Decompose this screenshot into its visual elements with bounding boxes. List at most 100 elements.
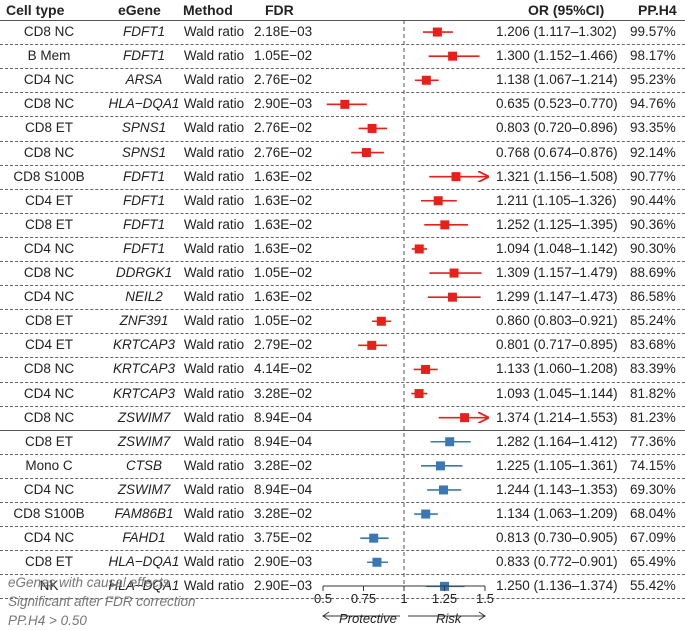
table-row: CD4 NC FAHD1 Wald ratio 3.75E−02 0.813 (0.73… [0,526,685,550]
fdr: 1.63E−02 [254,168,313,184]
table-row: CD8 NC KRTCAP3 Wald ratio 4.14E−02 1.133 (1.… [0,357,685,381]
pp-h4: 85.24% [630,313,676,329]
fdr: 1.05E−02 [254,265,313,280]
or-ci: 1.093 (1.045–1.144) [496,385,618,401]
footnote-line-1: eGenes with causal effects [8,575,170,590]
row-separator [0,285,685,286]
fdr: 2.76E−02 [254,144,313,160]
table-row: CD8 NC ZSWIM7 Wald ratio 8.94E−04 1.374 (1.2… [0,406,685,430]
row-separator [0,357,685,358]
row-separator [0,92,685,93]
table-row: CD4 NC FDFT1 Wald ratio 1.63E−02 1.094 (1.04… [0,237,685,261]
egene: FDFT1 [123,168,165,184]
point-estimate [435,461,445,471]
table-row: CD4 NC KRTCAP3 Wald ratio 3.28E−02 1.093 (1.… [0,382,685,406]
row-separator [0,502,685,503]
fdr: 2.90E−03 [254,578,313,594]
fdr: 1.63E−02 [254,289,313,305]
fdr: 2.18E−03 [254,24,313,39]
pp-h4: 98.17% [630,48,676,64]
egene: HLA−DQA1 [108,96,180,112]
or-ci: 1.138 (1.067–1.214) [496,72,618,88]
or-ci: 0.768 (0.674–0.876) [496,144,618,160]
point-estimate [449,268,459,278]
risk-arrowhead [478,611,486,621]
table-row: CD8 ET HLA−DQA1 Wald ratio 2.90E−03 0.833 (0… [0,550,685,574]
protective-label: Protective [339,611,397,626]
header-or: OR (95%CI) [528,2,605,18]
fdr: 1.63E−02 [254,240,313,256]
fdr: 1.63E−02 [254,192,313,208]
pp-h4: 67.09% [630,530,676,546]
egene: FDFT1 [123,24,165,39]
point-estimate [414,389,424,399]
cell-type: CD8 NC [23,361,75,377]
method: Wald ratio [183,96,245,112]
method: Wald ratio [183,168,245,184]
header-fdr: FDR [265,2,294,18]
or-ci: 1.250 (1.136–1.374) [496,578,618,594]
or-ci: 1.321 (1.156–1.508) [496,168,618,184]
fdr: 3.28E−02 [254,506,313,521]
point-estimate [340,99,350,109]
cell-type: CD4 NC [23,385,75,401]
table-row: CD8 S100B FDFT1 Wald ratio 1.63E−02 1.321 (1… [0,165,685,189]
egene: FDFT1 [123,48,165,64]
or-ci: 1.309 (1.157–1.479) [496,265,618,280]
point-estimate [369,533,379,543]
method: Wald ratio [183,506,245,521]
pp-h4: 81.23% [630,409,676,425]
method: Wald ratio [183,433,245,449]
point-estimate [451,172,461,182]
point-estimate [432,27,442,37]
fdr: 1.05E−02 [254,48,313,64]
or-ci: 1.300 (1.152–1.466) [496,48,618,64]
point-estimate [447,292,457,302]
fdr: 8.94E−04 [254,433,313,449]
row-separator [0,68,685,69]
protective-arrowhead [322,611,330,621]
or-ci: 1.244 (1.143–1.353) [496,481,618,497]
point-estimate [367,123,377,133]
x-tick-label: 1.5 [475,591,495,606]
fdr: 2.90E−03 [254,554,313,570]
or-ci: 0.635 (0.523–0.770) [496,96,618,112]
cell-type: CD4 NC [23,481,75,497]
cell-type: NK [39,578,59,594]
egene: ARSA [125,72,163,88]
cell-type: CD8 ET [24,120,73,136]
point-estimate [460,413,470,423]
method: Wald ratio [183,72,245,88]
or-ci: 1.206 (1.117–1.302) [496,24,617,39]
method: Wald ratio [183,265,245,280]
egene: FAM86B1 [114,506,174,521]
fdr: 4.14E−02 [254,361,313,377]
footnote-line-3: PP.H4 > 0.50 [8,613,87,628]
or-ci: 1.252 (1.125–1.395) [496,216,618,232]
point-estimate [372,557,382,567]
risk-label: Risk [436,611,462,626]
method: Wald ratio [183,554,245,570]
fdr: 3.28E−02 [254,457,313,473]
or-ci: 1.211 (1.105–1.326) [496,192,617,208]
fdr: 1.63E−02 [254,216,313,232]
cell-type: CD8 ET [24,313,73,329]
method: Wald ratio [183,530,245,546]
table-row: CD8 NC SPNS1 Wald ratio 2.76E−02 0.768 (0.67… [0,141,685,165]
method: Wald ratio [183,289,245,305]
method: Wald ratio [183,361,245,377]
egene: FDFT1 [123,192,165,208]
fdr: 2.76E−02 [254,72,313,88]
or-ci: 1.133 (1.060–1.208) [496,361,618,377]
fdr: 2.76E−02 [254,120,313,136]
pp-h4: 68.04% [630,506,676,521]
row-separator [0,165,685,166]
cell-type: CD8 S100B [13,506,85,521]
method: Wald ratio [183,457,245,473]
point-estimate [421,364,431,374]
method: Wald ratio [183,24,245,39]
cell-type: CD8 S100B [13,168,85,184]
table-row: CD4 ET FDFT1 Wald ratio 1.63E−02 1.211 (1.10… [0,189,685,213]
pp-h4: 83.68% [630,337,676,353]
table-row: CD8 ET SPNS1 Wald ratio 2.76E−02 0.803 (0.72… [0,116,685,140]
